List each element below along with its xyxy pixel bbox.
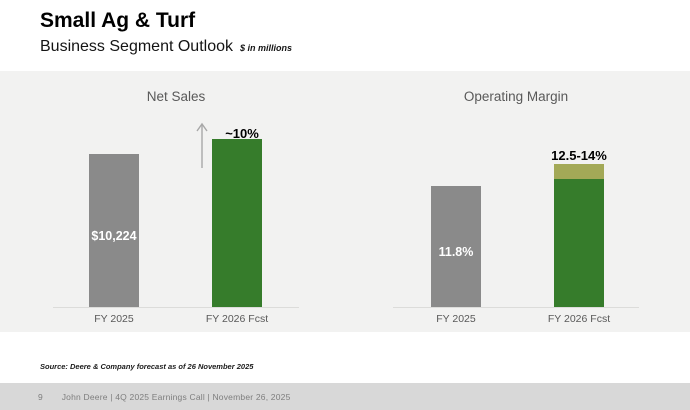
slide-header: Small Ag & Turf Business Segment Outlook… — [40, 9, 292, 56]
ns-xlabel-fy2025: FY 2025 — [94, 313, 134, 325]
up-arrow-icon — [196, 122, 208, 168]
ns-fy2025-value-label: $10,224 — [91, 228, 137, 243]
page-subtitle-row: Business Segment Outlook $ in millions — [40, 38, 292, 56]
om-fy2025-value-label: 11.8% — [438, 244, 474, 259]
om-range-label: 12.5-14% — [551, 148, 607, 163]
om-xlabel-fy2025: FY 2025 — [436, 313, 476, 325]
net-sales-title: Net Sales — [146, 89, 206, 104]
footer-bar: 9 John Deere | 4Q 2025 Earnings Call | N… — [0, 383, 690, 410]
om-bar-fy2026-base — [554, 179, 604, 307]
page-title: Small Ag & Turf — [40, 9, 196, 32]
page-subtitle: Business Segment Outlook — [40, 38, 233, 56]
units-note: $ in millions — [240, 43, 293, 54]
ns-growth-label: ~10% — [225, 126, 259, 141]
ns-xlabel-fy2026: FY 2026 Fcst — [205, 313, 269, 325]
operating-margin-chart: Operating Margin 11.8% 12.5-14% FY 2025 … — [393, 71, 639, 332]
content-band: Net Sales $10,224 ~10% FY 2025 FY 2026 F… — [0, 71, 690, 332]
source-note: Source: Deere & Company forecast as of 2… — [40, 362, 254, 371]
ns-bar-fy2025: $10,224 — [89, 154, 139, 307]
operating-margin-title: Operating Margin — [463, 89, 569, 104]
operating-margin-plot: 11.8% 12.5-14% — [393, 71, 639, 308]
om-bar-fy2026-range — [554, 164, 604, 179]
page-number: 9 — [38, 391, 43, 402]
net-sales-plot: $10,224 ~10% — [53, 71, 299, 308]
om-bar-fy2025: 11.8% — [431, 186, 481, 307]
om-bar-fy2026 — [554, 164, 604, 307]
ns-bar-fy2026 — [212, 139, 262, 307]
net-sales-chart: Net Sales $10,224 ~10% FY 2025 FY 2026 F… — [53, 71, 299, 332]
footer-text: John Deere | 4Q 2025 Earnings Call | Nov… — [61, 391, 291, 402]
om-xlabel-fy2026: FY 2026 Fcst — [547, 313, 611, 325]
